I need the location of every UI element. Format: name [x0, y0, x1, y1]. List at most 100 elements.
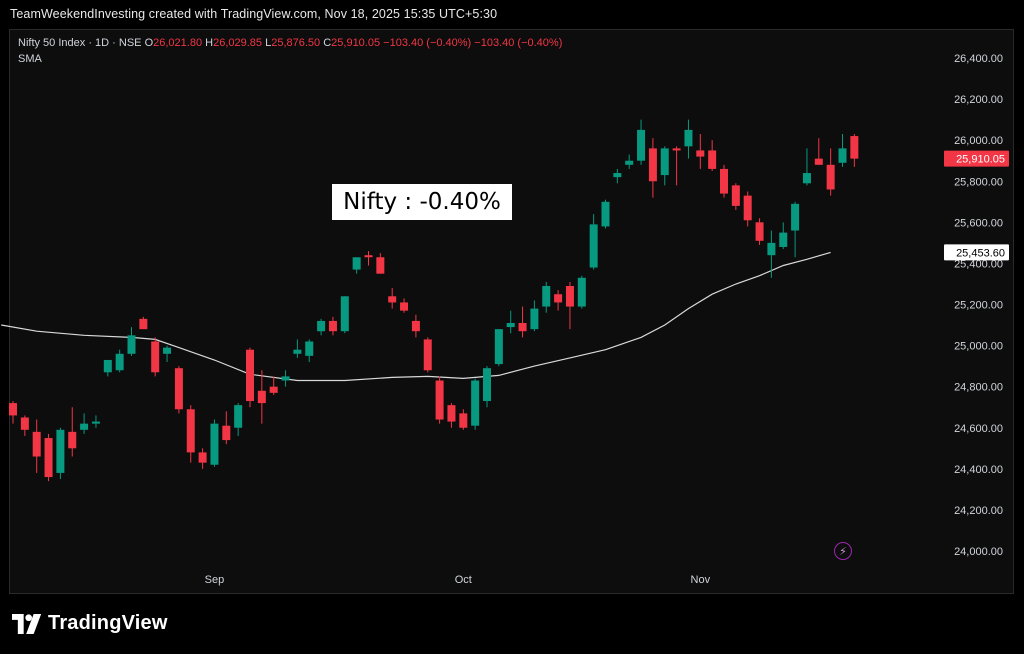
change-annotation: Nifty : -0.40% [332, 184, 512, 220]
candle-body [364, 255, 373, 258]
candle-body [139, 318, 148, 330]
y-tick-label: 25,200.00 [954, 300, 1003, 312]
candle-body [814, 158, 823, 165]
candle-body [91, 421, 100, 424]
y-tick-label: 25,400.00 [954, 258, 1003, 270]
high-value: 26,029.85 [213, 37, 263, 49]
candle-body [32, 431, 41, 457]
candle-body [755, 222, 764, 241]
candle-body [222, 425, 231, 441]
candle-body [234, 405, 243, 428]
candle-body [483, 368, 491, 402]
sma-tag-bg [944, 244, 1009, 261]
candle-body [672, 148, 681, 151]
candle-body [115, 353, 124, 371]
candle-body [506, 322, 515, 328]
y-tick-label: 24,200.00 [954, 505, 1003, 517]
y-tick-label: 24,800.00 [954, 382, 1003, 394]
candle-body [328, 320, 337, 332]
candle-body [625, 160, 634, 165]
candle-body [767, 242, 776, 256]
candle-body [731, 185, 740, 206]
footer [0, 594, 1024, 654]
close-value: 25,910.05 [331, 37, 381, 49]
open-value: 26,021.80 [153, 37, 203, 49]
close-label: C [323, 37, 332, 49]
candle-body [44, 438, 53, 478]
candle-body [791, 203, 800, 231]
candle-body [838, 148, 847, 163]
price-tag-bg [944, 150, 1009, 167]
candle-body [743, 195, 752, 221]
candle-body [447, 405, 456, 422]
tradingview-logo-icon [12, 613, 42, 634]
candle-body [542, 286, 551, 307]
indicator-legend[interactable]: SMA [18, 53, 42, 65]
y-tick-label: 26,400.00 [954, 53, 1003, 65]
candle-body [127, 335, 136, 354]
candle-body [601, 201, 610, 227]
candle-body [269, 386, 278, 393]
candle-body [198, 452, 207, 463]
candle-body [210, 423, 219, 465]
candle-body [565, 286, 574, 307]
top-bar: TeamWeekendInvesting created with Tradin… [0, 0, 1024, 30]
low-value: 25,876.50 [271, 37, 321, 49]
candle-body [577, 277, 586, 307]
candle-body [151, 341, 160, 373]
candle-body [305, 341, 314, 356]
price-tag-label: 25,910.05 [956, 154, 1005, 166]
candle-body [68, 431, 77, 449]
candle-body [246, 349, 254, 402]
candle-body [163, 347, 172, 354]
candle-body [281, 376, 290, 381]
candle-body [257, 390, 266, 404]
y-tick-label: 24,400.00 [954, 464, 1003, 476]
x-tick-label: Sep [205, 574, 225, 586]
candle-body [708, 150, 717, 169]
candle-body [80, 423, 89, 430]
x-tick-label: Oct [455, 574, 472, 586]
candle-body [826, 164, 835, 190]
y-tick-label: 26,000.00 [954, 135, 1003, 147]
y-tick-label: 25,600.00 [954, 217, 1003, 229]
credit-text: TeamWeekendInvesting created with Tradin… [10, 7, 498, 21]
candle-body [779, 232, 788, 247]
candle-body [648, 148, 657, 182]
candle-body [352, 257, 361, 270]
candle-body [850, 136, 859, 159]
y-tick-label: 25,800.00 [954, 176, 1003, 188]
candle-body [684, 129, 693, 147]
candle-body [435, 380, 444, 420]
candle-body [589, 224, 598, 268]
change-value-2: −103.40 (−0.40%) [474, 37, 563, 49]
candle-body [471, 380, 480, 426]
chart-panel[interactable] [9, 29, 1014, 594]
candle-body [400, 302, 409, 311]
candle-body [411, 320, 420, 332]
candle-body [530, 308, 539, 330]
x-tick-label: Nov [691, 574, 711, 586]
candle-body [518, 322, 527, 332]
candle-body [293, 349, 302, 354]
candle-body [388, 296, 397, 303]
symbol-label[interactable]: Nifty 50 Index · 1D · NSE [18, 37, 142, 49]
candle-body [802, 173, 811, 184]
candle-body [174, 368, 183, 410]
candle-body [637, 129, 646, 161]
low-label: L [265, 37, 272, 49]
high-label: H [205, 37, 214, 49]
candle-body [9, 403, 17, 416]
candle-body [103, 359, 112, 373]
candle-body [554, 294, 563, 303]
y-tick-label: 25,000.00 [954, 341, 1003, 353]
candle-body [56, 429, 65, 473]
candle-body [340, 296, 349, 332]
y-tick-label: 26,200.00 [954, 94, 1003, 106]
candle-body [660, 148, 669, 176]
sma-tag-label: 25,453.60 [956, 247, 1005, 259]
flash-icon[interactable]: ⚡ [834, 542, 852, 560]
y-tick-label: 24,600.00 [954, 423, 1003, 435]
candle-body [20, 417, 29, 430]
